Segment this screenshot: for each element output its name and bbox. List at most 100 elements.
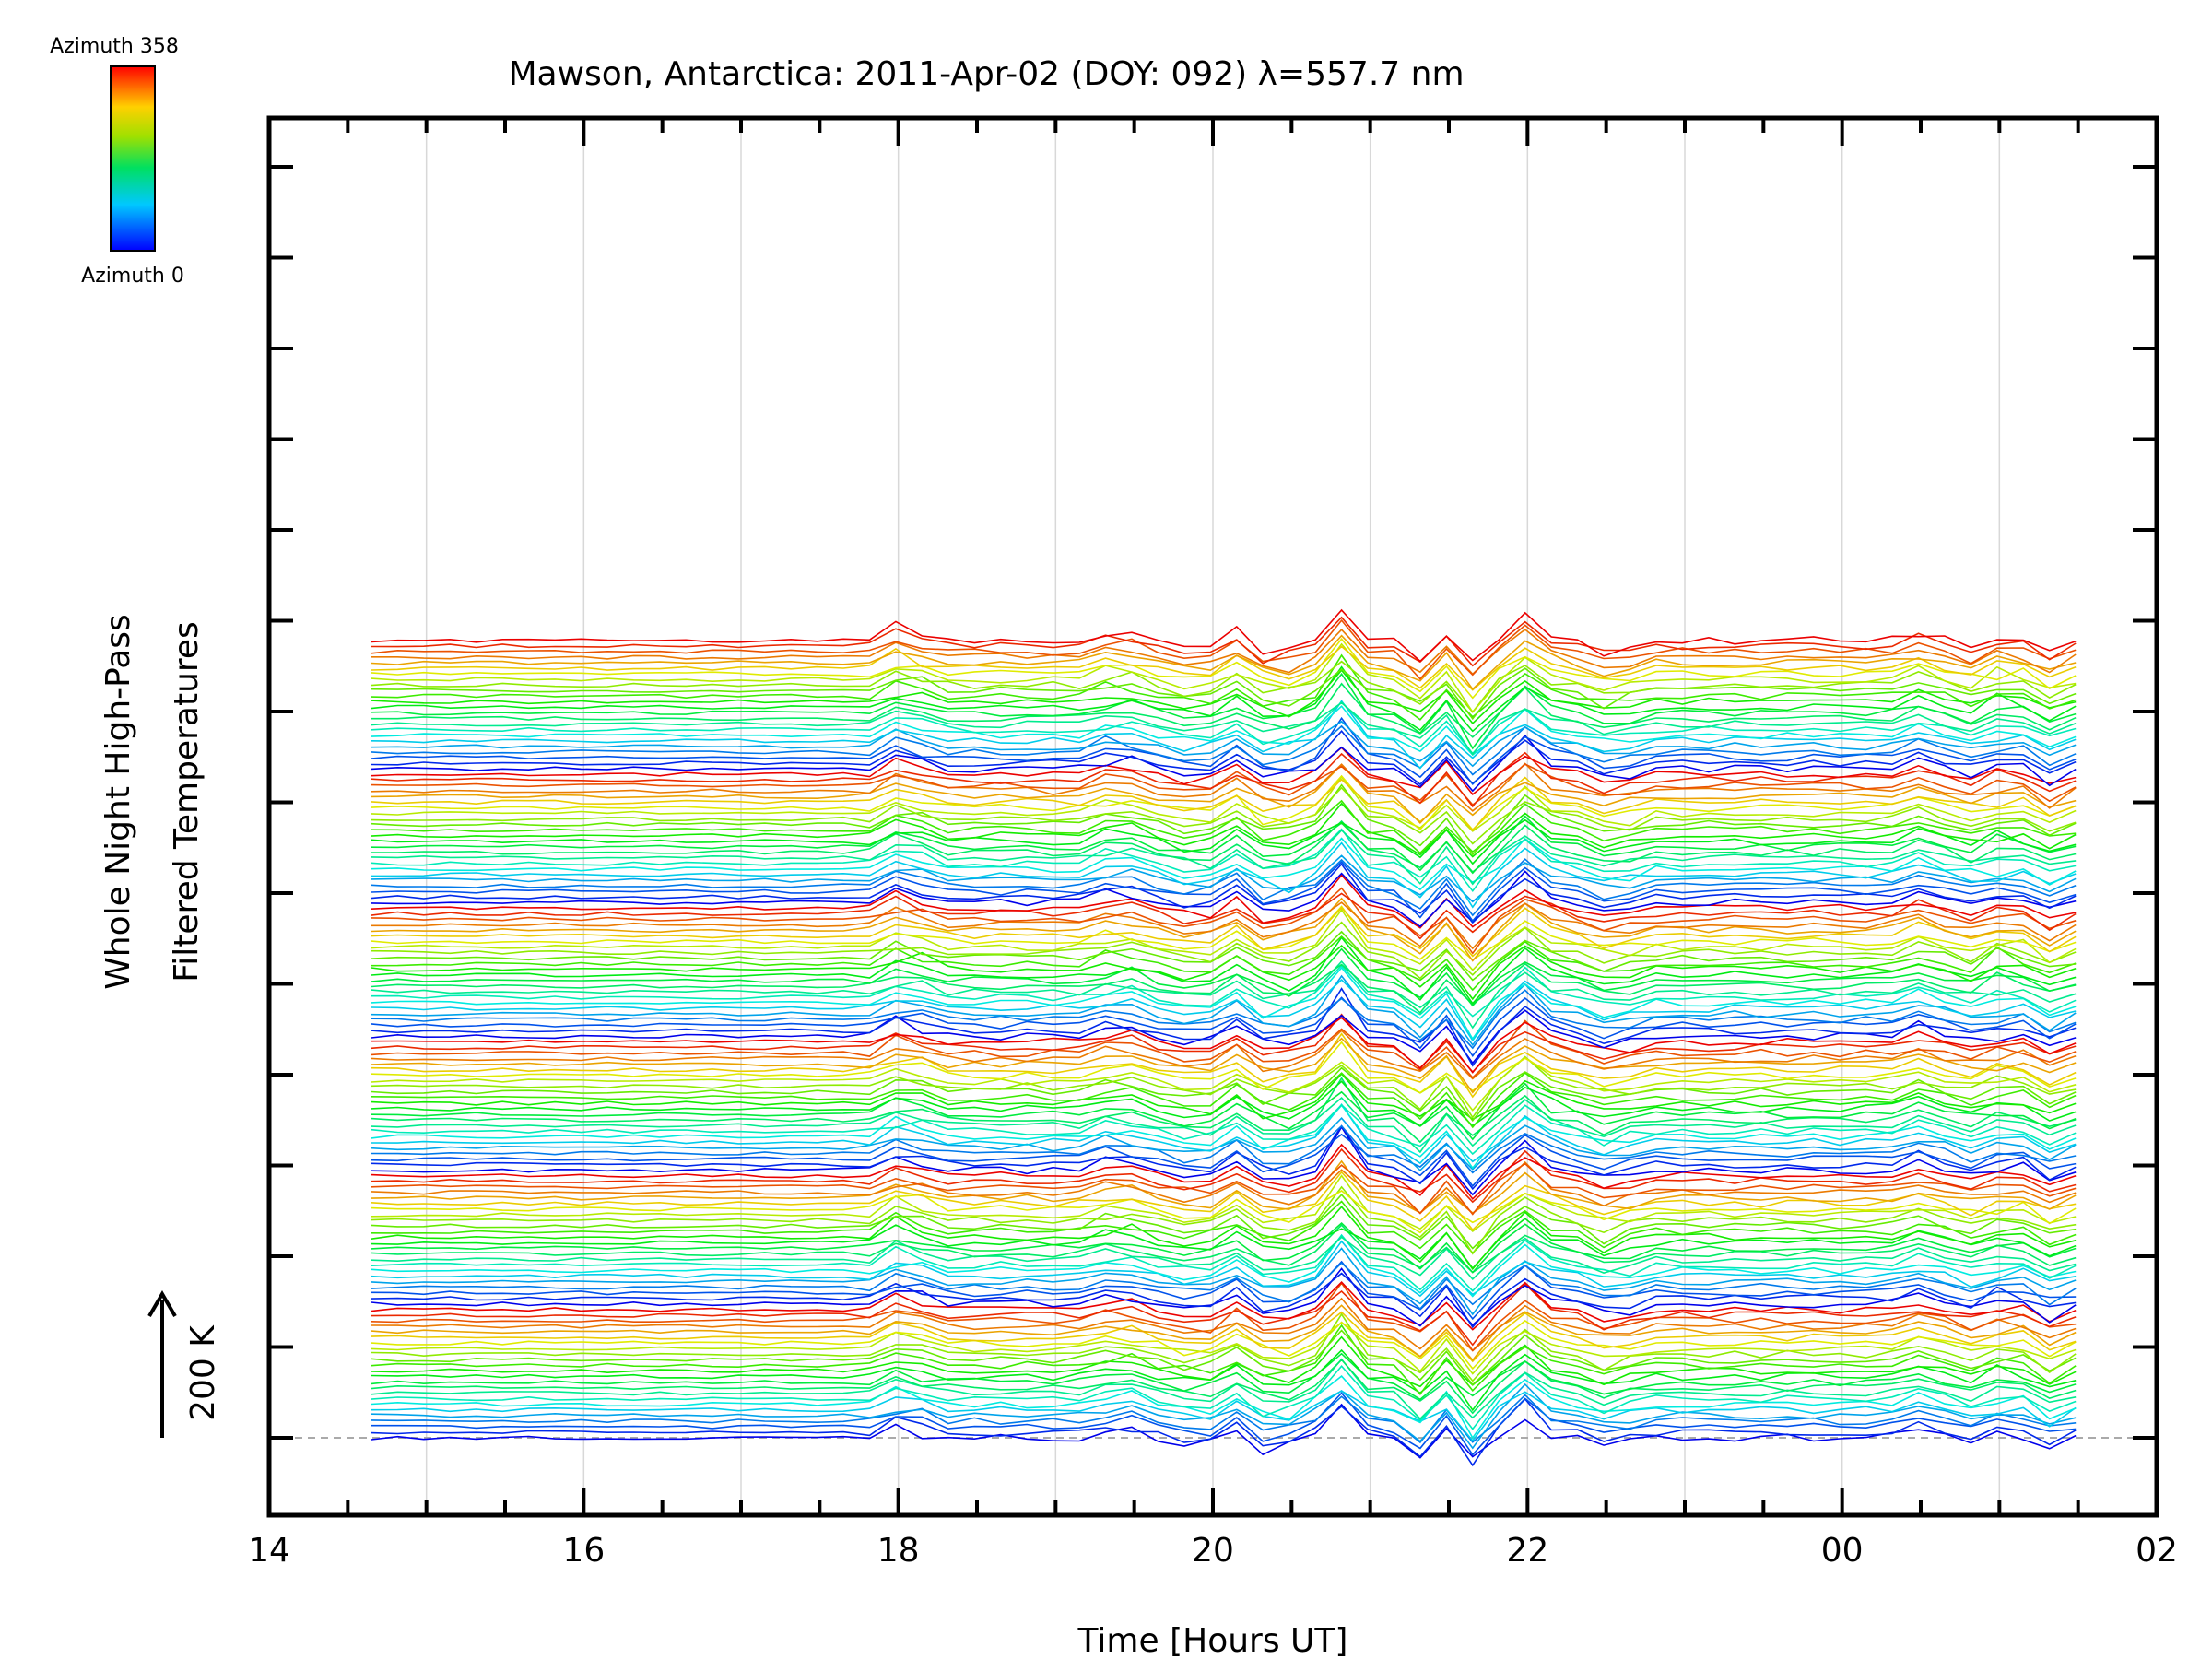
scale-bar: 200 K: [147, 1290, 222, 1438]
series-line: [371, 705, 2077, 757]
series-line: [371, 724, 2077, 776]
series-line: [371, 818, 2077, 865]
series-line: [371, 964, 2077, 1018]
series-line: [371, 774, 2077, 831]
series-line: [371, 1218, 2077, 1270]
series-line: [371, 1174, 2077, 1233]
series-line: [371, 1056, 2077, 1112]
x-tick-label: 02: [2136, 1532, 2178, 1570]
series-line: [371, 1397, 2077, 1467]
series-line: [371, 1160, 2077, 1215]
scale-bar-arrow-head: [147, 1290, 177, 1318]
series-line: [371, 672, 2077, 750]
series-line: [371, 628, 2077, 676]
x-tick-label: 00: [1821, 1532, 1864, 1570]
series-line: [371, 962, 2077, 1014]
series-line: [371, 1066, 2077, 1123]
colorbar: Azimuth 358 Azimuth 0: [50, 35, 184, 288]
series-line: [371, 815, 2077, 875]
series-line: [371, 874, 2077, 929]
series-line: [371, 1364, 2077, 1430]
series-group: [371, 608, 2077, 1467]
series-line: [371, 1392, 2077, 1456]
series-line: [371, 1073, 2077, 1121]
x-tick-label: 20: [1192, 1532, 1234, 1570]
series-line: [371, 1104, 2077, 1170]
series-line: [371, 829, 2077, 886]
colorbar-top-label: Azimuth 358: [50, 35, 179, 58]
series-line: [371, 1200, 2077, 1254]
series-line: [371, 978, 2077, 1042]
series-line: [371, 734, 2077, 793]
series-line: [371, 1055, 2077, 1119]
series-line: [371, 1320, 2077, 1371]
series-line: [371, 854, 2077, 903]
series-line: [371, 763, 2077, 825]
series-line: [371, 901, 2077, 950]
series-line: [371, 1124, 2077, 1191]
colorbar-gradient: [110, 65, 156, 252]
series-line: [371, 1009, 2077, 1065]
series-line: [371, 1030, 2077, 1080]
axis-ticks: [267, 118, 2159, 1515]
series-line: [371, 947, 2077, 1007]
series-line: [371, 841, 2077, 909]
x-axis-label: Time [Hours UT]: [1077, 1622, 1348, 1659]
series-line: [371, 1147, 2077, 1204]
series-line: [371, 776, 2077, 832]
series-line: [371, 930, 2077, 982]
series-line: [371, 1077, 2077, 1144]
series-line: [371, 966, 2077, 1041]
series-line: [371, 1247, 2077, 1316]
series-line: [371, 638, 2077, 700]
series-line: [371, 897, 2077, 962]
series-line: [371, 775, 2077, 832]
series-line: [371, 1272, 2077, 1329]
series-line: [371, 1037, 2077, 1094]
series-line: [371, 1193, 2077, 1250]
series-line: [371, 1382, 2077, 1450]
series-line: [371, 996, 2077, 1057]
series-line: [371, 870, 2077, 928]
series-line: [371, 892, 2077, 940]
series-line: [371, 1324, 2077, 1395]
plot-area: 14 16 18 20 22 00 02: [248, 115, 2178, 1570]
series-line: [371, 989, 2077, 1050]
series-line: [371, 837, 2077, 891]
series-line: [371, 618, 2077, 680]
series-line: [371, 959, 2077, 1030]
series-line: [371, 762, 2077, 812]
series-line: [371, 667, 2077, 721]
series-line: [371, 1133, 2077, 1188]
scale-bar-label: 200 K: [184, 1324, 222, 1421]
series-line: [371, 1143, 2077, 1200]
series-line: [371, 1321, 2077, 1375]
y-axis-label-line1: Whole Night High-Pass: [100, 614, 137, 990]
series-line: [371, 720, 2077, 768]
series-line: [371, 863, 2077, 924]
series-line: [371, 1124, 2077, 1174]
series-line: [371, 665, 2077, 733]
series-line: [371, 783, 2077, 856]
x-tick-label: 22: [1506, 1532, 1548, 1570]
series-line: [371, 1159, 2077, 1214]
series-line: [371, 1281, 2077, 1331]
series-line: [371, 1233, 2077, 1298]
series-line: [371, 799, 2077, 854]
series-line: [371, 1224, 2077, 1274]
series-line: [371, 660, 2077, 713]
series-line: [371, 653, 2077, 721]
series-line: [371, 1206, 2077, 1271]
series-line: [371, 802, 2077, 858]
x-tick-label: 14: [248, 1532, 290, 1570]
series-line: [371, 1267, 2077, 1327]
series-line: [371, 1359, 2077, 1415]
x-tick-label: 18: [877, 1532, 920, 1570]
series-line: [371, 828, 2077, 893]
series-line: [371, 634, 2077, 690]
series-line: [371, 1185, 2077, 1255]
series-line: [371, 858, 2077, 917]
series-line: [371, 716, 2077, 785]
series-line: [371, 1096, 2077, 1154]
